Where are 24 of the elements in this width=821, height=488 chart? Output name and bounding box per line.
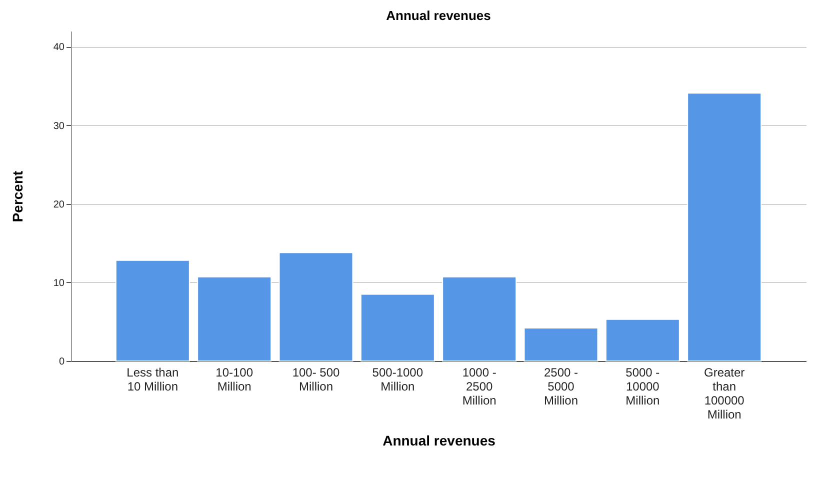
x-tick-label: 2500 - 5000 Million xyxy=(544,366,578,408)
bar xyxy=(197,276,272,362)
bar xyxy=(442,276,517,362)
y-tick-label: 0 xyxy=(58,356,65,368)
bar xyxy=(605,318,680,362)
y-tick-label: 40 xyxy=(53,42,65,54)
bar xyxy=(115,260,190,362)
x-tick-label: 10-100 Million xyxy=(216,366,254,394)
bar xyxy=(278,252,354,362)
y-tick-label: 30 xyxy=(53,120,65,132)
bar xyxy=(687,92,762,362)
x-tick-label: Greater than 100000 Million xyxy=(704,366,745,422)
y-tick-label: 20 xyxy=(53,199,65,210)
x-tick-label: 100- 500 Million xyxy=(292,366,340,394)
x-tick-label: Less than 10 Million xyxy=(126,366,179,394)
x-tick-label: 1000 - 2500 Million xyxy=(462,366,496,408)
y-tick-label: 10 xyxy=(53,278,65,289)
x-axis-title: Annual revenues xyxy=(382,432,496,448)
bar xyxy=(524,328,598,362)
y-axis-title: Percent xyxy=(9,170,26,222)
x-tick-label: 5000 - 10000 Million xyxy=(626,366,660,408)
x-tick-label: 500-1000 Million xyxy=(372,366,424,394)
chart-title: Annual revenues xyxy=(386,8,491,23)
bar xyxy=(360,294,435,362)
